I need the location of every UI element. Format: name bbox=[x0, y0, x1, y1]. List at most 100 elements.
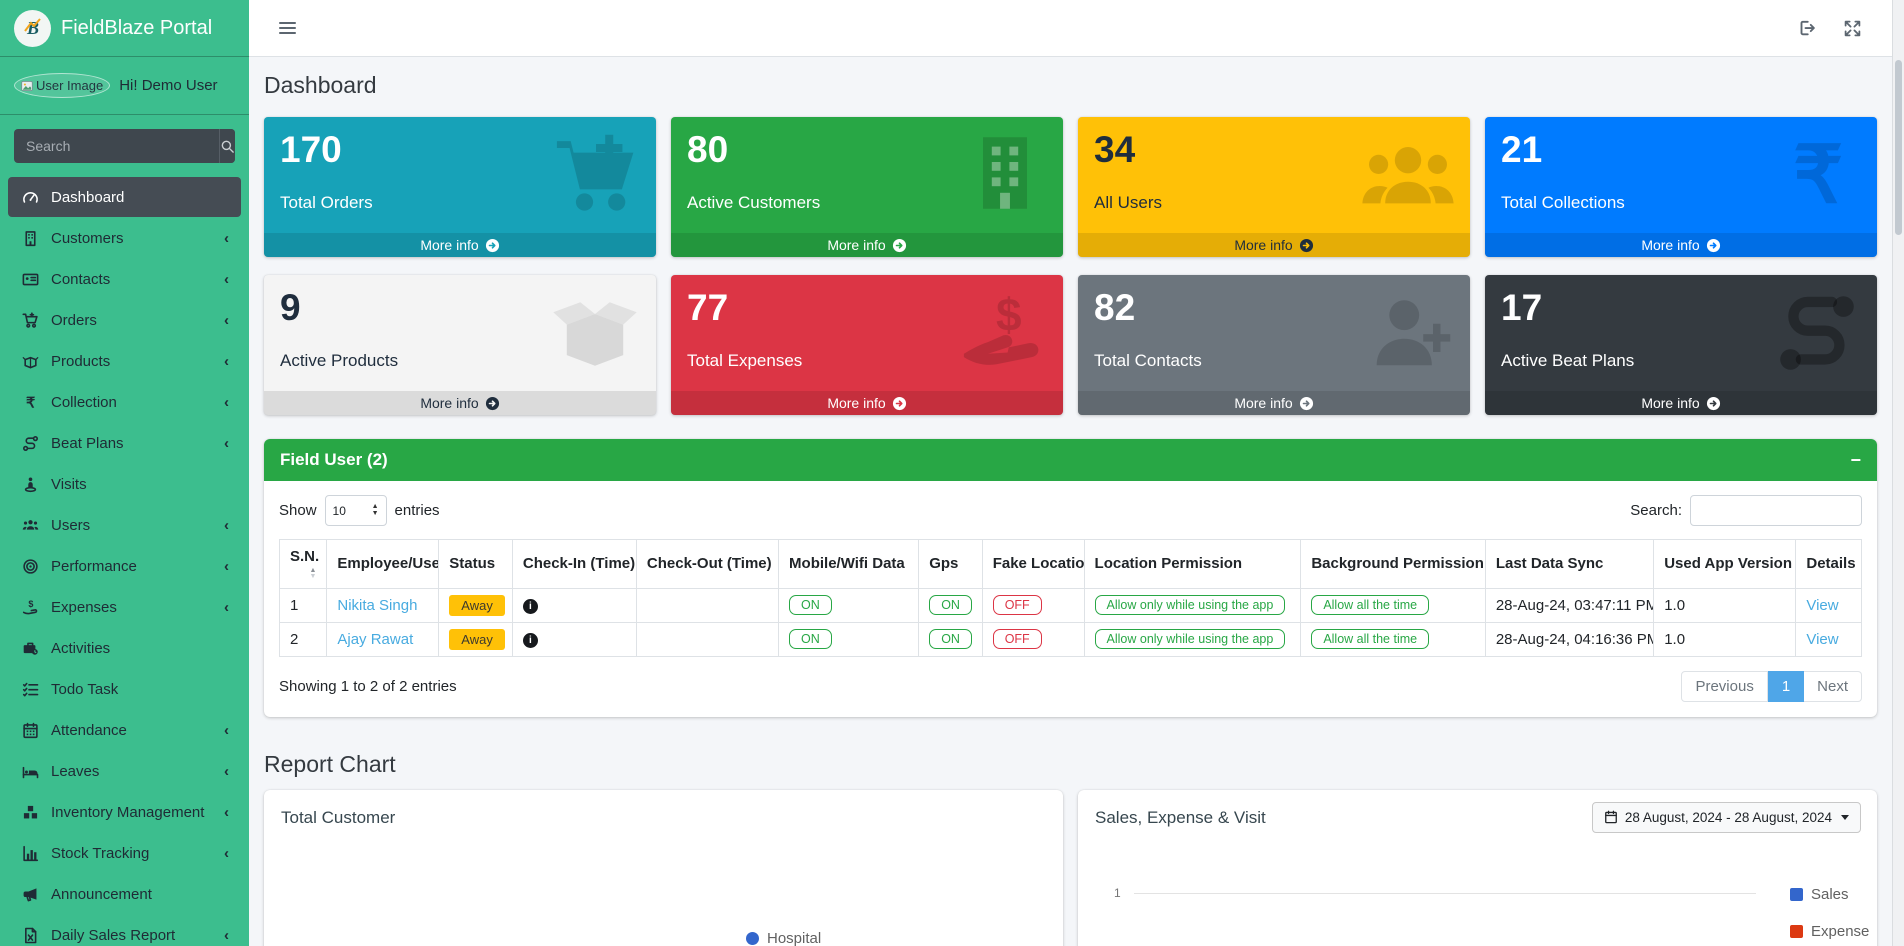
cart-plus-icon bbox=[550, 129, 642, 226]
rupee-icon: ₹ bbox=[18, 394, 42, 410]
sidebar-item-announcement[interactable]: Announcement bbox=[8, 874, 241, 914]
more-info-link[interactable]: More info bbox=[671, 233, 1063, 257]
sidebar-item-activities[interactable]: Activities bbox=[8, 628, 241, 668]
column-header-last-data-sync[interactable]: Last Data Sync bbox=[1484, 539, 1655, 589]
box-open-icon bbox=[18, 353, 42, 370]
cubes-icon bbox=[18, 804, 42, 821]
more-info-link[interactable]: More info bbox=[264, 233, 656, 257]
avatar: User Image bbox=[14, 73, 111, 98]
legend-swatch bbox=[746, 931, 759, 945]
legend-swatch bbox=[1790, 924, 1803, 938]
sidebar-item-users[interactable]: Users ‹ bbox=[8, 505, 241, 545]
logout-button[interactable] bbox=[1797, 18, 1817, 38]
background-permission-badge: Allow all the time bbox=[1311, 629, 1430, 650]
sidebar-item-daily-sales-report[interactable]: Daily Sales Report ‹ bbox=[8, 915, 241, 946]
column-header-employee[interactable]: Employee/User bbox=[326, 539, 440, 589]
sidebar-item-visits[interactable]: Visits bbox=[8, 464, 241, 504]
caret-down-icon bbox=[1841, 814, 1849, 820]
view-details-link[interactable]: View bbox=[1806, 630, 1839, 648]
column-header-checkin[interactable]: Check-In (Time) bbox=[511, 539, 637, 589]
page-size-select[interactable]: 10 ▲ ▼ bbox=[324, 495, 387, 526]
more-info-link[interactable]: More info bbox=[1485, 391, 1877, 415]
mobile-wifi-badge: ON bbox=[789, 595, 832, 616]
fullscreen-button[interactable] bbox=[1843, 19, 1862, 38]
sidebar-search-button[interactable] bbox=[219, 129, 235, 163]
column-header-details[interactable]: Details bbox=[1795, 539, 1862, 589]
svg-text:$: $ bbox=[28, 599, 33, 609]
chevron-left-icon: ‹ bbox=[224, 270, 229, 288]
more-info-link[interactable]: More info bbox=[1485, 233, 1877, 257]
sign-out-icon bbox=[1800, 20, 1815, 36]
column-header-background-permission[interactable]: Background Permission bbox=[1300, 539, 1486, 589]
user-panel: User Image Hi! Demo User bbox=[0, 57, 249, 115]
y-axis-tick: 1 bbox=[1114, 885, 1121, 900]
hand-holding-dollar-icon: $ bbox=[18, 599, 42, 616]
sidebar-item-orders[interactable]: Orders ‹ bbox=[8, 300, 241, 340]
chevron-left-icon: ‹ bbox=[224, 803, 229, 821]
column-header-location-permission[interactable]: Location Permission bbox=[1083, 539, 1302, 589]
avatar-alt-text: User Image bbox=[36, 78, 104, 93]
scrollbar-thumb[interactable] bbox=[1895, 60, 1902, 235]
column-header-gps[interactable]: Gps bbox=[918, 539, 983, 589]
column-header-status[interactable]: Status bbox=[438, 539, 513, 589]
sidebar-item-contacts[interactable]: Contacts ‹ bbox=[8, 259, 241, 299]
chevron-left-icon: ‹ bbox=[224, 762, 229, 780]
pagination-previous-button[interactable]: Previous bbox=[1681, 670, 1768, 702]
stat-value: 170 bbox=[280, 129, 342, 170]
sort-icon: ▲ ▼ bbox=[309, 567, 317, 580]
sidebar-item-beat-plans[interactable]: Beat Plans ‹ bbox=[8, 423, 241, 463]
id-card-icon bbox=[18, 271, 42, 288]
chevron-left-icon: ‹ bbox=[224, 516, 229, 534]
view-details-link[interactable]: View bbox=[1806, 596, 1839, 614]
sidebar-item-leaves[interactable]: Leaves ‹ bbox=[8, 751, 241, 791]
users-icon bbox=[1360, 129, 1456, 230]
date-range-button[interactable]: 28 August, 2024 - 28 August, 2024 bbox=[1591, 801, 1861, 833]
column-header-mobile-wifi[interactable]: Mobile/Wifi Data bbox=[778, 539, 920, 589]
more-info-link[interactable]: More info bbox=[671, 391, 1063, 415]
sidebar-item-collection[interactable]: ₹ Collection ‹ bbox=[8, 382, 241, 422]
sidebar-toggle-button[interactable] bbox=[277, 18, 298, 38]
column-header-sn[interactable]: S.N. ▲ ▼ bbox=[278, 539, 328, 589]
sidebar-item-dashboard[interactable]: Dashboard bbox=[8, 177, 241, 217]
employee-link[interactable]: Ajay Rawat bbox=[337, 630, 414, 648]
sidebar-item-products[interactable]: Products ‹ bbox=[8, 341, 241, 381]
info-icon[interactable]: i bbox=[522, 599, 538, 615]
sidebar-item-inventory-management[interactable]: Inventory Management ‹ bbox=[8, 792, 241, 832]
table-search-input[interactable] bbox=[1690, 495, 1862, 526]
file-excel-icon bbox=[18, 927, 42, 944]
pagination-next-button[interactable]: Next bbox=[1804, 670, 1862, 702]
broken-image-icon bbox=[21, 80, 33, 91]
column-header-used-app-version[interactable]: Used App Version bbox=[1653, 539, 1797, 589]
column-header-checkout[interactable]: Check-Out (Time) bbox=[635, 539, 780, 589]
employee-link[interactable]: Nikita Singh bbox=[337, 596, 418, 614]
table-row: 2 Ajay Rawat Away i ON ON OFF Allow only… bbox=[278, 621, 1862, 657]
sidebar-search-input[interactable] bbox=[14, 129, 219, 163]
chart-column-icon bbox=[18, 845, 42, 862]
total-customer-panel: Total Customer Hospital bbox=[264, 789, 1063, 946]
report-chart-heading: Report Chart bbox=[264, 750, 396, 777]
column-header-fake-location[interactable]: Fake Location bbox=[981, 539, 1085, 589]
more-info-link[interactable]: More info bbox=[1078, 233, 1470, 257]
rupee-icon: ₹ bbox=[1773, 129, 1863, 224]
show-label: Show bbox=[279, 502, 317, 519]
sidebar-item-todo-task[interactable]: Todo Task bbox=[8, 669, 241, 709]
sidebar-item-attendance[interactable]: Attendance ‹ bbox=[8, 710, 241, 750]
brand-link[interactable]: B FieldBlaze Portal bbox=[0, 0, 249, 57]
sidebar-item-performance[interactable]: Performance ‹ bbox=[8, 546, 241, 586]
pagination-page-1-button[interactable]: 1 bbox=[1767, 670, 1805, 702]
more-info-link[interactable]: More info bbox=[264, 391, 656, 415]
info-icon[interactable]: i bbox=[522, 633, 538, 649]
stat-label: Active Customers bbox=[687, 192, 821, 212]
field-user-table: S.N. ▲ ▼ Employee/User Status Check-In (Ti… bbox=[278, 539, 1862, 657]
sidebar-item-stock-tracking[interactable]: Stock Tracking ‹ bbox=[8, 833, 241, 873]
sidebar-item-expenses[interactable]: $ Expenses ‹ bbox=[8, 587, 241, 627]
chart-title: Total Customer bbox=[281, 807, 396, 827]
stat-label: Total Contacts bbox=[1094, 350, 1202, 370]
sidebar-nav: Dashboard Customers ‹ Contacts ‹ Orders … bbox=[0, 173, 249, 946]
user-plus-icon bbox=[1364, 287, 1456, 384]
more-info-link[interactable]: More info bbox=[1078, 391, 1470, 415]
sidebar-item-customers[interactable]: Customers ‹ bbox=[8, 218, 241, 258]
bullseye-icon bbox=[18, 558, 42, 575]
stat-label: Total Orders bbox=[280, 192, 373, 212]
collapse-button[interactable]: − bbox=[1850, 451, 1861, 469]
